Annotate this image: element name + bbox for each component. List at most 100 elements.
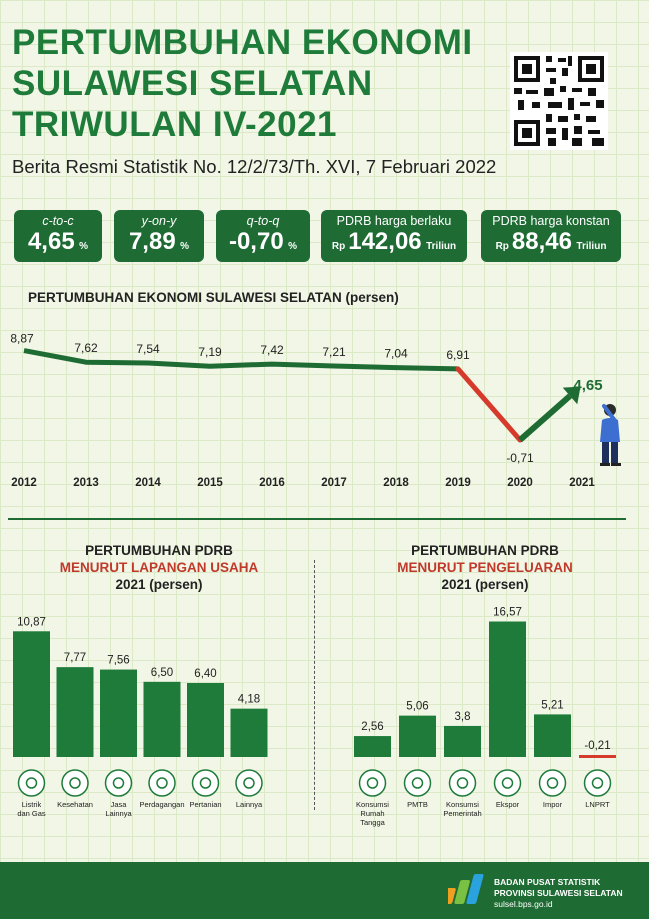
lapangan-bar-1 [56,667,94,757]
kpi-unit: Triliun [576,241,607,252]
x-tick-2021: 2021 [569,477,595,489]
ship-icon [493,769,522,797]
kpi-value: 88,46 [511,228,572,255]
kpi-unit: % [180,241,190,252]
wallet-icon [61,769,89,797]
lapangan-bar-3 [143,681,181,757]
x-tick-2014: 2014 [135,477,161,489]
pengeluaran-category-label-0: Tangga [360,818,385,827]
x-tick-2016: 2016 [259,477,285,489]
person-figure [600,404,621,466]
line-chart: 8,87 7,62 7,54 7,19 7,42 7,21 7,04 6,91 -0,71 4,6… [10,332,621,489]
kpi-c-to-c: c-to-c 4,65 % [14,210,102,262]
recovery-arrowhead [562,386,581,405]
lapangan-category-label-0: dan Gas [17,809,46,818]
plant-icon [191,769,220,797]
bar-chart-1-title-3: 2021 (persen) [115,577,203,592]
lapangan-category-label-4: Pertanian [189,800,221,809]
x-tick-2015: 2015 [197,477,223,489]
series-line-decline [455,366,523,443]
bar-chart-2-title-2: MENURUT PENGELUARAN [397,560,573,575]
lapangan-category-label-0: Listrik [22,800,42,809]
pengeluaran-bar-0 [354,736,391,757]
data-label-2016: 7,42 [260,343,284,357]
pengeluaran-category-label-1: PMTB [407,800,428,809]
bps-logo [448,874,484,904]
lapangan-value-label-2: 7,56 [107,655,129,667]
kpi-label: y-on-y [141,214,177,228]
section-divider [8,518,626,520]
data-label-2014: 7,54 [136,342,160,356]
bar-chart-1-title-2: MENURUT LAPANGAN USAHA [59,560,259,575]
lapangan-category-label-5: Lainnya [236,800,263,809]
lapangan-value-label-5: 4,18 [238,694,260,706]
kpi-label: PDRB harga konstan [492,214,610,228]
pengeluaran-value-label-4: 5,21 [541,699,563,711]
title-line-1: PERTUMBUHAN EKONOMI [12,23,473,62]
kpi-value: -0,70 [228,228,284,255]
kpi-prefix: Rp [331,241,346,252]
pengeluaran-value-label-3: 16,57 [493,607,522,619]
kpi-label: c-to-c [42,214,74,228]
bar-chart-2-title-1: PERTUMBUHAN PDRB [411,543,559,558]
lapangan-value-label-1: 7,77 [64,652,86,664]
building-icon [235,769,263,797]
footer-url: sulsel.bps.go.id [494,899,553,909]
tower-icon [104,769,133,797]
data-label-2013: 7,62 [74,341,98,355]
x-tick-2019: 2019 [445,477,471,489]
kpi-value: 7,89 [128,228,176,255]
column-divider [314,560,315,810]
pengeluaran-value-label-5: -0,21 [584,740,610,752]
footer-org-2: PROVINSI SULAWESI SELATAN [494,888,623,898]
kpi-y-on-y: y-on-y 7,89 % [114,210,204,262]
kpi-pdrb-konstan: PDRB harga konstan Rp 88,46 Triliun [481,210,621,262]
pengeluaran-value-label-0: 2,56 [361,721,383,733]
bar-chart-1-title-1: PERTUMBUHAN PDRB [85,543,233,558]
pengeluaran-value-label-2: 3,8 [455,711,471,723]
kpi-value: 4,65 [27,228,75,255]
lapangan-bar-2 [100,669,137,757]
lapangan-category-label-3: Perdagangan [139,800,184,809]
data-label-2020: -0,71 [506,451,534,465]
government-icon [448,769,477,797]
x-tick-2017: 2017 [321,477,347,489]
x-tick-2020: 2020 [507,477,533,489]
lapangan-value-label-0: 10,87 [17,616,46,628]
lapangan-category-label-2: Jasa [111,800,128,809]
pengeluaran-bar-5 [579,755,616,758]
pengeluaran-bar-3 [489,621,526,757]
kpi-prefix: Rp [495,241,509,252]
data-label-2012: 8,87 [10,332,34,346]
data-label-2017: 7,21 [322,345,346,359]
title-line-3: TRIWULAN IV-2021 [12,105,337,144]
kpi-value: 142,06 [348,228,422,255]
lapangan-value-label-3: 6,50 [151,667,173,679]
pengeluaran-category-label-4: Impor [543,800,563,809]
kpi-label: q-to-q [246,214,280,228]
lapangan-bar-4 [187,682,224,757]
series-line-growth [23,348,459,372]
kpi-unit: Triliun [426,241,457,252]
data-label-2018: 7,04 [384,347,408,361]
data-label-2021: 4,65 [573,377,602,394]
bar-chart-2-title-3: 2021 (persen) [441,577,529,592]
lapangan-value-label-4: 6,40 [194,668,216,680]
lapangan-category-label-2: Lainnya [105,809,132,818]
truck-icon [403,769,432,797]
bulb-icon [17,769,46,797]
x-tick-2018: 2018 [383,477,409,489]
person-icon [583,769,612,797]
pengeluaran-category-label-3: Ekspor [496,800,520,809]
pengeluaran-category-label-2: Pemerintah [443,809,481,818]
x-tick-2013: 2013 [73,477,99,489]
title-line-2: SULAWESI SELATAN [12,64,373,103]
pengeluaran-category-label-5: LNPRT [585,800,610,809]
import-ship-icon [538,769,567,797]
data-label-2019: 6,91 [446,348,470,362]
data-label-2015: 7,19 [198,345,222,359]
kpi-pdrb-berlaku: PDRB harga berlaku Rp 142,06 Triliun [321,210,467,262]
lapangan-bar-0 [13,631,50,757]
line-chart-title: PERTUMBUHAN EKONOMI SULAWESI SELATAN (pe… [28,290,399,305]
